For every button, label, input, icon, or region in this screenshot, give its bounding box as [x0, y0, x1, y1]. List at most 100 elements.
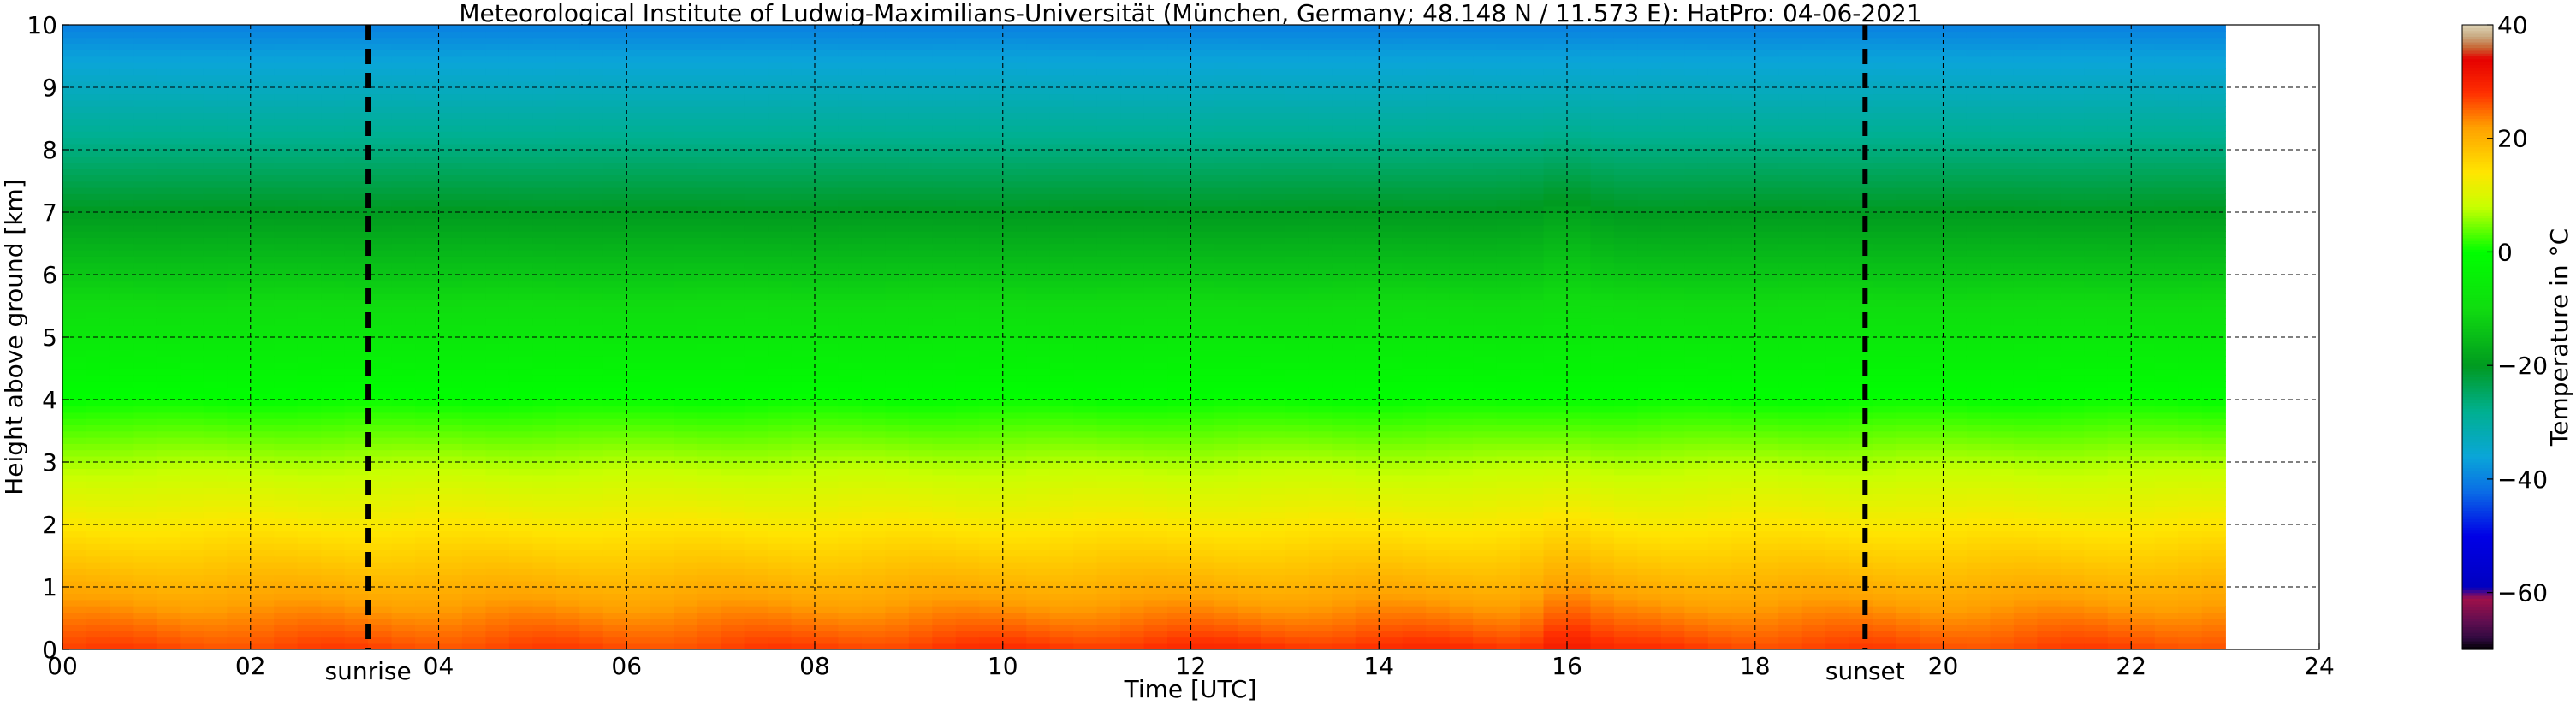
heatmap-cell	[274, 542, 299, 550]
heatmap-cell	[109, 512, 134, 519]
heatmap-cell	[274, 643, 299, 649]
heatmap-cell	[368, 618, 393, 625]
heatmap-cell	[861, 330, 887, 338]
heatmap-cell	[203, 181, 229, 188]
heatmap-cell	[1073, 68, 1098, 76]
heatmap-cell	[1073, 599, 1098, 607]
heatmap-cell	[438, 406, 463, 413]
heatmap-cell	[250, 224, 276, 232]
heatmap-cell	[1120, 105, 1145, 113]
heatmap-cell	[721, 305, 745, 313]
heatmap-cell	[415, 631, 440, 638]
heatmap-cell	[461, 43, 487, 50]
heatmap-cell	[227, 305, 252, 313]
heatmap-cell	[109, 131, 134, 139]
heatmap-cell	[133, 131, 157, 139]
heatmap-cell	[555, 162, 581, 169]
heatmap-cell	[1026, 224, 1051, 232]
heatmap-cell	[250, 518, 276, 525]
heatmap-cell	[438, 175, 463, 182]
heatmap-cell	[1143, 530, 1168, 538]
heatmap-cell	[1190, 205, 1215, 213]
heatmap-cell	[650, 124, 674, 132]
heatmap-cell	[86, 31, 110, 39]
heatmap-cell	[297, 74, 322, 82]
heatmap-cell	[1143, 580, 1168, 588]
heatmap-cell	[979, 343, 1004, 351]
heatmap-cell	[1143, 430, 1168, 438]
heatmap-cell	[768, 368, 792, 376]
heatmap-cell	[861, 93, 887, 101]
heatmap-cell	[768, 443, 792, 451]
heatmap-cell	[438, 618, 463, 625]
heatmap-cell	[1096, 436, 1121, 444]
heatmap-cell	[1073, 400, 1098, 407]
heatmap-cell	[485, 518, 510, 525]
heatmap-cell	[744, 199, 769, 207]
heatmap-cell	[109, 293, 134, 300]
heatmap-cell	[838, 268, 863, 275]
heatmap-cell	[203, 56, 229, 63]
heatmap-cell	[438, 193, 463, 201]
heatmap-cell	[697, 518, 721, 525]
heatmap-cell	[1143, 199, 1168, 207]
heatmap-cell	[133, 224, 157, 232]
heatmap-cell	[461, 518, 487, 525]
heatmap-cell	[674, 430, 698, 438]
heatmap-cell	[109, 275, 134, 282]
heatmap-cell	[1167, 443, 1192, 451]
heatmap-cell	[885, 218, 910, 226]
heatmap-cell	[1120, 449, 1145, 457]
heatmap-cell	[227, 268, 252, 275]
heatmap-cell	[1073, 530, 1098, 538]
heatmap-cell	[1190, 162, 1215, 169]
heatmap-cell	[438, 230, 463, 238]
heatmap-cell	[1214, 99, 1239, 107]
heatmap-cell	[133, 168, 157, 175]
heatmap-cell	[133, 305, 157, 313]
heatmap-cell	[1049, 449, 1074, 457]
heatmap-cell	[791, 412, 816, 419]
heatmap-cell	[697, 112, 721, 120]
heatmap-cell	[955, 355, 981, 363]
heatmap-cell	[180, 43, 205, 50]
heatmap-cell	[415, 287, 440, 294]
heatmap-cell	[109, 150, 134, 157]
heatmap-cell	[156, 631, 181, 638]
heatmap-cell	[1167, 480, 1192, 488]
heatmap-cell	[932, 224, 957, 232]
heatmap-cell	[180, 181, 205, 188]
heatmap-cell	[86, 87, 110, 95]
heatmap-cell	[626, 299, 651, 307]
heatmap-cell	[791, 468, 816, 476]
heatmap-cell	[979, 87, 1004, 95]
heatmap-cell	[156, 381, 181, 388]
heatmap-cell	[650, 74, 674, 82]
heatmap-cell	[885, 275, 910, 282]
heatmap-cell	[532, 249, 557, 257]
heatmap-cell	[156, 462, 181, 470]
heatmap-cell	[979, 212, 1004, 220]
heatmap-cell	[438, 512, 463, 519]
heatmap-cell	[250, 187, 276, 194]
heatmap-cell	[1049, 268, 1074, 275]
heatmap-cell	[1190, 80, 1215, 88]
heatmap-cell	[1073, 524, 1098, 532]
heatmap-cell	[744, 56, 769, 63]
heatmap-cell	[321, 381, 346, 388]
heatmap-cell	[955, 412, 981, 419]
heatmap-cell	[344, 25, 369, 33]
heatmap-cell	[250, 256, 276, 264]
heatmap-cell	[368, 393, 393, 400]
heatmap-cell	[250, 393, 276, 400]
heatmap-cell	[133, 311, 157, 319]
heatmap-cell	[932, 443, 957, 451]
heatmap-cell	[838, 400, 863, 407]
temperature-heatmap	[62, 25, 2226, 649]
heatmap-cell	[602, 506, 628, 513]
heatmap-cell	[744, 430, 769, 438]
heatmap-cell	[391, 205, 416, 213]
heatmap-cell	[133, 412, 157, 419]
heatmap-cell	[955, 574, 981, 582]
heatmap-cell	[180, 318, 205, 326]
